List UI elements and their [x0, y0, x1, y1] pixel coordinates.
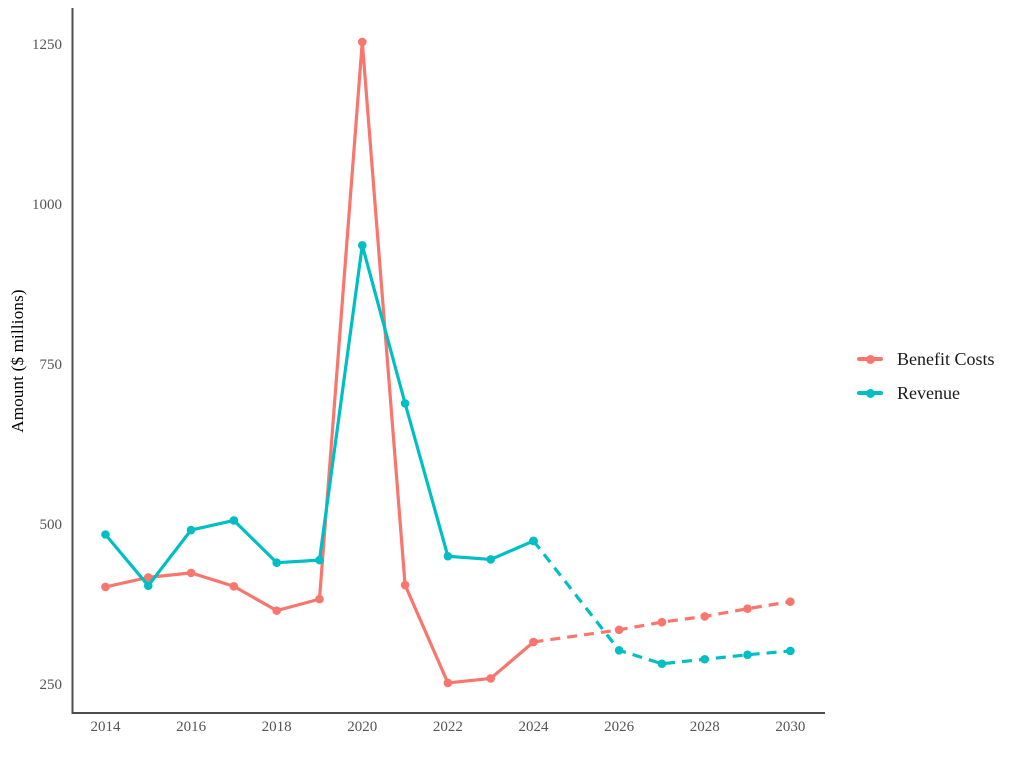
y-tick-label: 250: [40, 677, 63, 693]
data-point-benefit-costs: [614, 625, 624, 635]
x-tick-label: 2016: [176, 719, 207, 735]
y-tick-label: 750: [40, 357, 63, 373]
y-tick-label: 1250: [32, 37, 62, 53]
data-point-benefit-costs: [143, 573, 153, 582]
legend-key-dot: [865, 354, 875, 364]
data-point-benefit-costs: [786, 597, 795, 606]
data-point-revenue: [529, 536, 538, 546]
data-point-benefit-costs: [400, 580, 410, 590]
y-tick-label: 500: [40, 517, 63, 533]
legend: Benefit Costs Revenue: [857, 348, 995, 404]
x-tick-label: 2026: [604, 719, 635, 735]
legend-item-revenue: Revenue: [857, 382, 995, 404]
data-point-benefit-costs: [443, 678, 453, 688]
x-tick-label: 2024: [519, 719, 550, 735]
data-point-benefit-costs: [186, 568, 196, 578]
series-line-revenue-solid: [104, 243, 535, 588]
data-point-benefit-costs: [315, 594, 324, 604]
legend-item-benefit-costs: Benefit Costs: [857, 348, 995, 370]
data-point-revenue: [229, 516, 239, 525]
data-point-revenue: [443, 551, 453, 561]
data-point-benefit-costs: [101, 582, 110, 592]
data-point-revenue: [400, 399, 410, 408]
data-point-benefit-costs: [272, 606, 281, 615]
data-point-revenue: [486, 555, 495, 564]
data-point-benefit-costs: [486, 674, 495, 683]
x-tick-label: 2014: [90, 719, 121, 735]
data-point-benefit-costs: [743, 604, 752, 614]
series-line-benefit-costs-dashed: [533, 600, 791, 644]
data-point-revenue: [272, 558, 281, 567]
axis-lines: [71, 8, 825, 714]
data-point-revenue: [743, 650, 752, 660]
legend-label-benefit-costs: Benefit Costs: [897, 348, 995, 369]
data-point-benefit-costs: [700, 612, 710, 621]
y-axis-title: Amount ($ millions): [8, 289, 27, 433]
legend-label-revenue: Revenue: [897, 382, 960, 403]
x-tick-label: 2018: [262, 719, 292, 735]
data-point-revenue: [315, 555, 324, 565]
series-line-benefit-costs-solid: [105, 40, 535, 685]
x-tick-label: 2020: [347, 719, 377, 735]
benefit-costs-line-key-icon: [857, 348, 883, 370]
data-point-revenue: [186, 525, 196, 535]
x-tick-label: 2022: [433, 719, 463, 735]
y-tick-label: 1000: [32, 197, 62, 213]
data-point-revenue: [614, 646, 624, 655]
legend-key-dot: [865, 388, 875, 398]
data-point-revenue: [657, 659, 667, 669]
data-point-revenue: [101, 530, 110, 539]
x-tick-label: 2028: [690, 719, 720, 735]
data-point-revenue: [357, 241, 367, 250]
data-point-benefit-costs: [657, 617, 667, 627]
x-tick-label: 2030: [775, 719, 805, 735]
data-point-revenue: [143, 581, 153, 590]
data-point-benefit-costs: [529, 637, 538, 647]
data-point-revenue: [700, 654, 710, 664]
series-line-revenue-dashed: [532, 539, 791, 666]
revenue-line-key-icon: [857, 382, 883, 404]
data-point-benefit-costs: [229, 582, 239, 591]
data-point-benefit-costs: [357, 37, 367, 47]
data-point-revenue: [786, 646, 795, 656]
